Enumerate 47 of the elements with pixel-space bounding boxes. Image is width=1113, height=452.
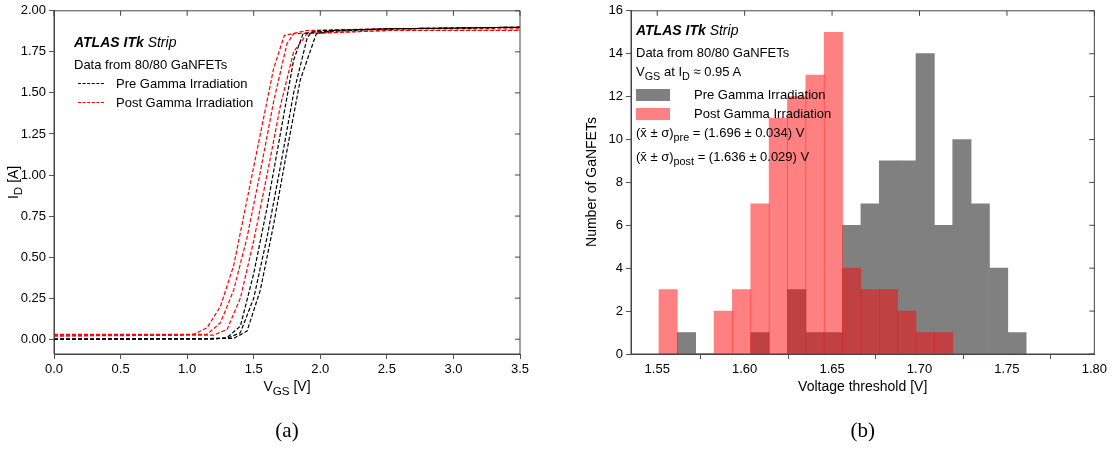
legend-label: Pre Gamma Irradiation — [116, 74, 248, 93]
y-tick-label: 0.75 — [20, 207, 46, 223]
y-tick-label: 12 — [608, 88, 623, 104]
x-tick-label: 1.80 — [1081, 361, 1108, 377]
x-tick-label: 1.0 — [178, 361, 197, 377]
x-tick-label: 1.5 — [244, 361, 263, 377]
y-tick-label: 0 — [615, 345, 623, 361]
annotation: Data from 80/80 GaNFETs — [636, 43, 791, 62]
x-tick-label: 1.70 — [906, 361, 933, 377]
x-axis-title: V$_{GS}$ [V] — [263, 378, 311, 397]
y-tick-label: 0.00 — [20, 330, 46, 346]
annotation: ATLAS ITk Strip — [636, 21, 739, 38]
y-axis-title: Number of GaNFETs — [582, 117, 599, 248]
y-tick-label: 2 — [615, 302, 623, 318]
x-tick-label: 1.65 — [819, 361, 845, 377]
y-tick-label: 6 — [615, 216, 623, 232]
y-tick-label: 10 — [608, 131, 623, 147]
y-tick-label: 0.25 — [20, 289, 46, 305]
text: (b) — [850, 418, 875, 443]
x-tick-label: 1.55 — [644, 361, 670, 377]
y-tick-label: 4 — [615, 259, 623, 275]
y-tick-label: 16 — [608, 2, 623, 18]
y-tick-label: 1.50 — [20, 84, 46, 100]
legend-label: Post Gamma Irradiation — [694, 105, 832, 124]
annotation: ATLAS ITk Strip — [74, 33, 177, 50]
x-tick-label: 1.75 — [994, 361, 1020, 377]
x-tick-label: 2.5 — [377, 361, 396, 377]
x-tick-label: 3.5 — [510, 361, 530, 377]
annotation: V$_{GS}$ at I$_{D}$ ≈ 0.95 A — [636, 62, 743, 84]
x-axis-title: Voltage threshold [V] — [798, 378, 928, 394]
y-tick-label: 1.00 — [20, 166, 46, 182]
annotation: (x̄ ± σ)$_{post}$ = (1.636 ± 0.029) V — [636, 148, 811, 169]
x-tick-label: 1.60 — [732, 361, 758, 377]
legend-label: Post Gamma Irradiation — [116, 93, 254, 112]
x-tick-label: 3.0 — [444, 361, 463, 377]
y-tick-label: 1.25 — [20, 125, 46, 141]
y-tick-label: 8 — [615, 173, 623, 189]
y-tick-label: 0.50 — [20, 248, 46, 264]
x-tick-label: 0.0 — [44, 361, 64, 377]
annotation: Data from 80/80 GaNFETs — [74, 55, 229, 74]
y-tick-label: 14 — [608, 45, 623, 61]
annotation: (x̄ ± σ)$_{pre}$ = (1.696 ± 0.034) V — [636, 124, 806, 145]
y-tick-label: 2.00 — [20, 2, 46, 18]
x-tick-label: 0.5 — [111, 361, 130, 377]
y-tick-label: 1.75 — [20, 43, 46, 59]
text: (a) — [275, 418, 299, 443]
x-tick-label: 2.0 — [311, 361, 330, 377]
